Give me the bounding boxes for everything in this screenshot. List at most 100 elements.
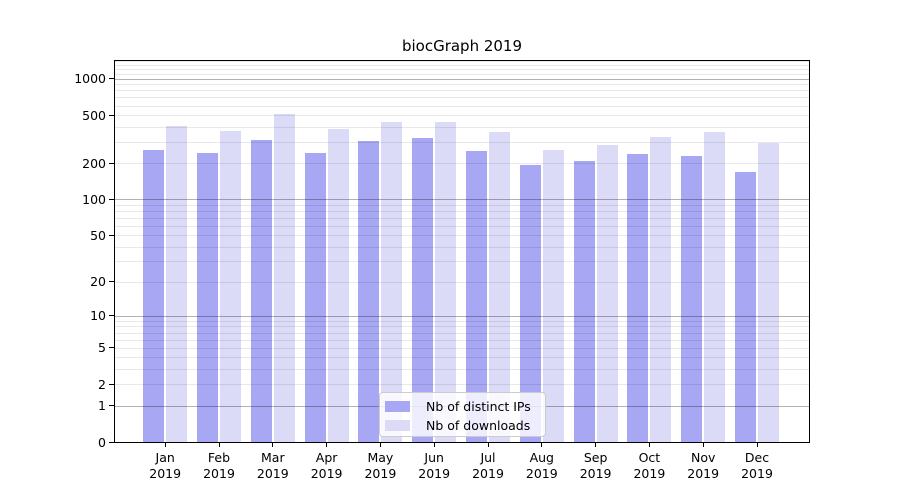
x-tick-month: Aug [529, 450, 554, 465]
x-tick-label: May 2019 [350, 450, 410, 482]
bar-distinct-ips [466, 151, 487, 442]
plot-area [114, 60, 810, 443]
x-tick-year: 2019 [633, 466, 666, 481]
x-tick-month: Jan [155, 450, 175, 465]
bar-distinct-ips [250, 140, 272, 442]
y-tick-label: 500 [82, 107, 106, 123]
x-tick-year: 2019 [203, 466, 235, 481]
x-tick-month: Mar [261, 450, 285, 465]
gridline-major [115, 199, 809, 201]
bar-downloads [596, 144, 618, 442]
bar-distinct-ips [681, 156, 703, 442]
x-tick-month: Apr [315, 450, 338, 465]
bar-distinct-ips [197, 152, 218, 442]
gridline-minor [115, 357, 809, 359]
legend: Nb of distinct IPs Nb of downloads [379, 392, 546, 437]
x-tick-year: 2019 [687, 466, 720, 481]
y-tick [109, 234, 114, 236]
bar-downloads [650, 136, 672, 442]
x-tick-year: 2019 [364, 466, 397, 481]
y-tick-label: 2 [98, 376, 106, 392]
y-tick-label: 200 [82, 155, 106, 171]
gridline-minor [115, 97, 809, 99]
gridline-minor [115, 204, 809, 206]
x-tick-label: Jan 2019 [135, 450, 195, 482]
x-tick [326, 443, 328, 447]
y-tick-label: 1 [98, 398, 106, 413]
y-tick-label: 50 [90, 227, 106, 243]
y-tick [109, 162, 114, 164]
x-tick [487, 443, 489, 447]
bar-distinct-ips [627, 154, 649, 442]
bar-distinct-ips [735, 172, 756, 442]
legend-swatch-distinct-ips [385, 400, 410, 412]
gridline-minor [115, 210, 809, 212]
gridline-minor [115, 73, 809, 75]
gridline-minor [115, 320, 809, 322]
gridline-minor [115, 326, 809, 328]
x-tick-month: Feb [207, 450, 231, 465]
y-tick-label: 1000 [74, 71, 106, 87]
x-tick-month: Nov [690, 450, 716, 465]
y-tick [109, 441, 114, 443]
y-tick [109, 347, 114, 349]
gridline-minor [115, 90, 809, 92]
bar-distinct-ips [143, 149, 165, 442]
x-tick-month: Jun [424, 450, 444, 465]
x-tick-label: Oct 2019 [619, 450, 679, 482]
x-tick-year: 2019 [310, 466, 343, 481]
gridline-minor [115, 332, 809, 334]
legend-entry-distinct-ips: Nb of distinct IPs [385, 397, 545, 415]
legend-label-downloads: Nb of downloads [426, 417, 531, 433]
bar-downloads [327, 128, 349, 442]
bar-distinct-ips [412, 137, 434, 442]
bar-distinct-ips [358, 140, 380, 442]
x-tick-month: Sep [583, 450, 608, 465]
x-tick-year: 2019 [525, 466, 558, 481]
x-tick [164, 443, 166, 447]
bar-downloads [381, 121, 403, 442]
x-tick [218, 443, 220, 447]
x-tick-year: 2019 [149, 466, 182, 481]
gridline-minor [115, 141, 809, 143]
gridline-minor [115, 163, 809, 165]
x-tick-month: Jul [480, 450, 496, 465]
gridline-minor [115, 64, 809, 66]
gridline-minor [115, 69, 809, 71]
legend-label-distinct-ips: Nb of distinct IPs [426, 398, 531, 414]
gridline-minor [115, 281, 809, 283]
y-tick-label: 5 [98, 340, 106, 356]
x-tick-label: Apr 2019 [297, 450, 357, 482]
x-tick [541, 443, 543, 447]
y-tick [109, 315, 114, 317]
gridline-minor [115, 84, 809, 86]
gridline-minor [115, 225, 809, 227]
x-tick-year: 2019 [256, 466, 289, 481]
gridline-minor [115, 235, 809, 237]
x-tick [272, 443, 274, 447]
x-tick [756, 443, 758, 447]
x-tick [648, 443, 650, 447]
gridline-minor [115, 384, 809, 386]
x-tick-year: 2019 [472, 466, 504, 481]
x-tick-label: Dec 2019 [727, 450, 787, 482]
chart-title: biocGraph 2019 [401, 37, 523, 55]
bar-downloads [704, 132, 726, 442]
x-tick [379, 443, 381, 447]
x-tick [702, 443, 704, 447]
x-tick-label: Mar 2019 [243, 450, 303, 482]
bar-downloads [542, 150, 564, 442]
bar-downloads [273, 114, 295, 442]
y-tick [109, 114, 114, 116]
y-tick-label: 20 [90, 274, 106, 290]
gridline-major [115, 78, 809, 80]
x-tick-label: Jun 2019 [404, 450, 464, 482]
gridline-major [115, 315, 809, 317]
y-tick-label: 10 [90, 308, 106, 324]
bar-distinct-ips [519, 164, 541, 442]
gridline-minor [115, 126, 809, 128]
x-tick [595, 443, 597, 447]
y-tick [109, 383, 114, 385]
bar-downloads [435, 122, 457, 442]
